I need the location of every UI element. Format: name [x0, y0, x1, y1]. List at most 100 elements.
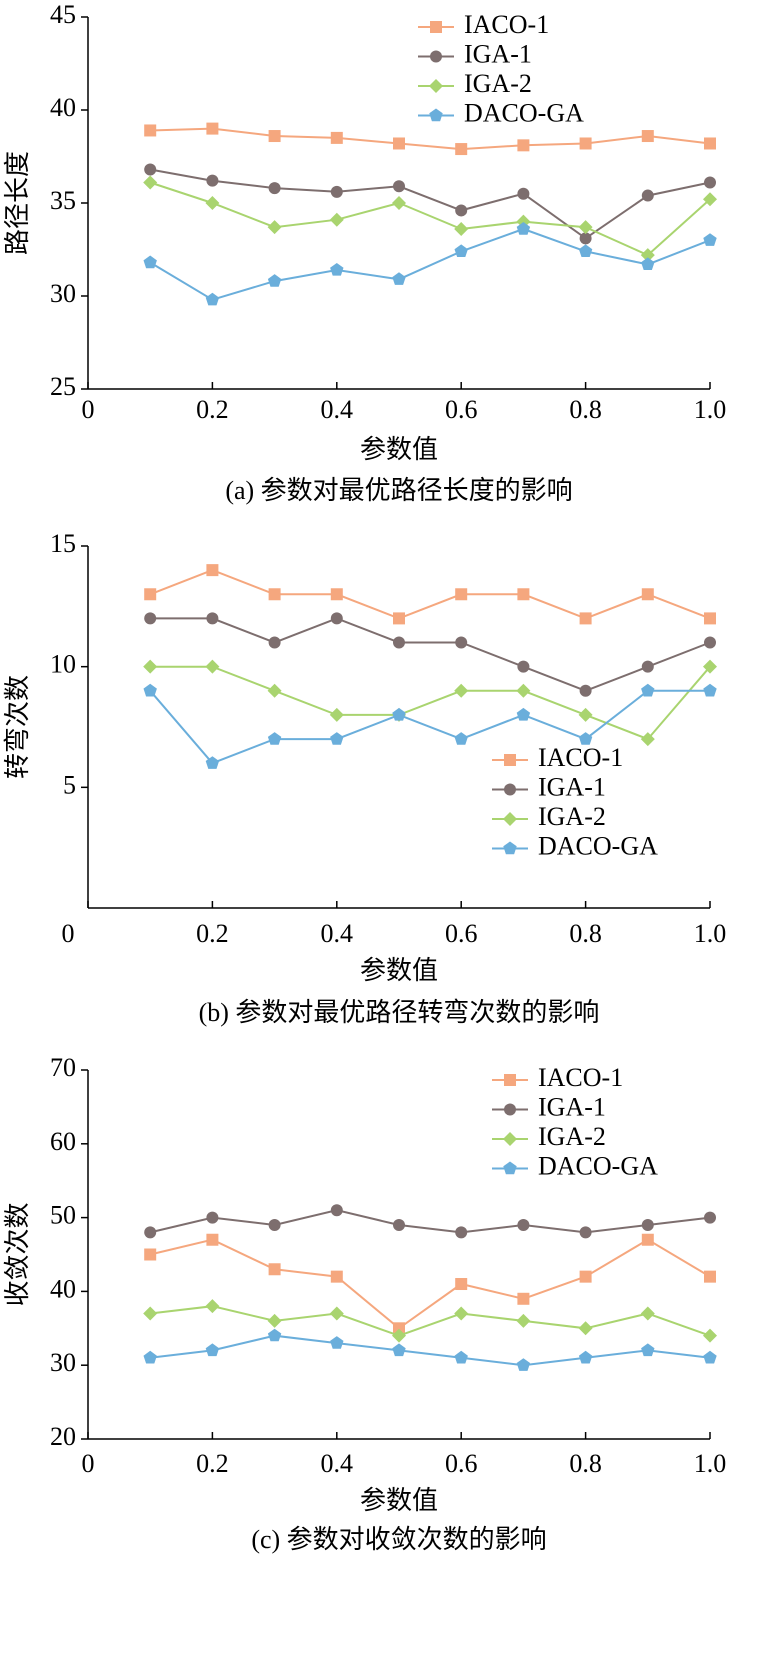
marker — [641, 660, 654, 673]
x-tick-label: 0.8 — [569, 395, 602, 424]
marker — [144, 588, 157, 601]
marker — [393, 180, 405, 193]
marker — [517, 187, 530, 200]
marker — [503, 812, 517, 826]
marker — [267, 220, 282, 235]
x-tick-label: 0.4 — [321, 1449, 354, 1478]
x-tick-label: 0.2 — [196, 395, 229, 424]
marker — [205, 1299, 220, 1314]
marker — [392, 1343, 406, 1357]
marker — [516, 1313, 531, 1328]
marker — [268, 182, 281, 195]
marker — [703, 1328, 717, 1343]
marker — [268, 130, 281, 143]
marker — [516, 1358, 531, 1371]
marker — [641, 588, 654, 601]
y-tick-label: 20 — [50, 1422, 76, 1451]
x-tick-label: 0.4 — [321, 395, 354, 424]
marker — [504, 754, 516, 766]
legend-label: IGA-1 — [538, 772, 606, 801]
y-tick-label: 30 — [50, 1348, 76, 1377]
marker — [206, 1211, 219, 1224]
marker — [454, 222, 469, 237]
marker — [393, 1322, 405, 1335]
series-line — [149, 1238, 711, 1330]
marker — [329, 707, 344, 722]
marker — [640, 248, 655, 263]
marker — [579, 137, 592, 150]
series-line — [149, 1209, 711, 1234]
x-tick-label: 0.2 — [196, 919, 229, 948]
x-tick-label: 0.8 — [569, 1449, 602, 1478]
marker — [516, 222, 531, 235]
legend-label: IGA-2 — [538, 1122, 606, 1151]
marker — [206, 564, 219, 577]
marker — [578, 707, 593, 722]
marker — [205, 756, 220, 769]
marker — [206, 612, 219, 625]
marker — [267, 1328, 282, 1342]
marker — [641, 257, 655, 270]
marker — [267, 274, 282, 287]
marker — [454, 244, 468, 257]
marker — [268, 588, 281, 601]
marker — [579, 1270, 592, 1283]
x-axis-label: 参数值 — [360, 956, 438, 985]
legend-label: DACO-GA — [538, 831, 658, 860]
x-tick-label: 0 — [82, 395, 95, 424]
y-tick-label: 5 — [63, 770, 76, 799]
marker — [703, 192, 717, 207]
series-line — [150, 1334, 711, 1367]
marker — [455, 1226, 468, 1239]
legend-label: IACO-1 — [464, 10, 549, 39]
x-tick-label: 0.2 — [196, 1449, 229, 1478]
marker — [454, 732, 468, 745]
series-line — [149, 569, 711, 620]
marker — [392, 196, 406, 210]
marker — [641, 1233, 654, 1246]
marker — [143, 175, 158, 190]
marker — [640, 732, 655, 747]
marker — [143, 1306, 158, 1321]
x-tick-label: 0.6 — [445, 395, 478, 424]
marker — [267, 683, 282, 698]
marker — [504, 1103, 516, 1116]
marker — [455, 143, 468, 156]
series-line — [149, 227, 711, 301]
y-axis-label: 路径长度 — [3, 151, 32, 255]
marker — [144, 1248, 157, 1261]
marker — [144, 1226, 157, 1239]
marker — [144, 124, 157, 137]
caption: (a) 参数对最优路径长度的影响 — [225, 476, 572, 505]
marker — [704, 176, 716, 189]
marker — [392, 707, 406, 721]
marker — [517, 588, 530, 601]
marker — [455, 204, 468, 217]
marker — [578, 220, 593, 235]
marker — [144, 163, 157, 176]
marker — [704, 612, 716, 625]
marker — [143, 683, 157, 697]
marker — [330, 1270, 343, 1283]
marker — [641, 1343, 655, 1357]
y-tick-label: 60 — [50, 1127, 76, 1156]
marker — [641, 1218, 654, 1231]
marker — [143, 1350, 157, 1364]
marker — [704, 636, 716, 649]
y-tick-label: 40 — [50, 93, 76, 122]
marker — [503, 1132, 517, 1146]
y-tick-label: 15 — [50, 529, 76, 558]
y-axis-label: 转弯次数 — [3, 675, 32, 779]
marker — [330, 588, 343, 601]
marker — [429, 79, 443, 93]
x-tick-label: 0.8 — [569, 919, 602, 948]
x-tick-label: 1.0 — [694, 395, 727, 424]
series-line — [150, 168, 711, 240]
marker — [393, 636, 405, 649]
legend-label: DACO-GA — [538, 1151, 658, 1180]
series-line — [149, 181, 711, 257]
y-tick-label: 25 — [50, 372, 76, 401]
marker — [267, 1313, 282, 1328]
marker — [205, 659, 220, 674]
marker — [392, 1328, 406, 1343]
